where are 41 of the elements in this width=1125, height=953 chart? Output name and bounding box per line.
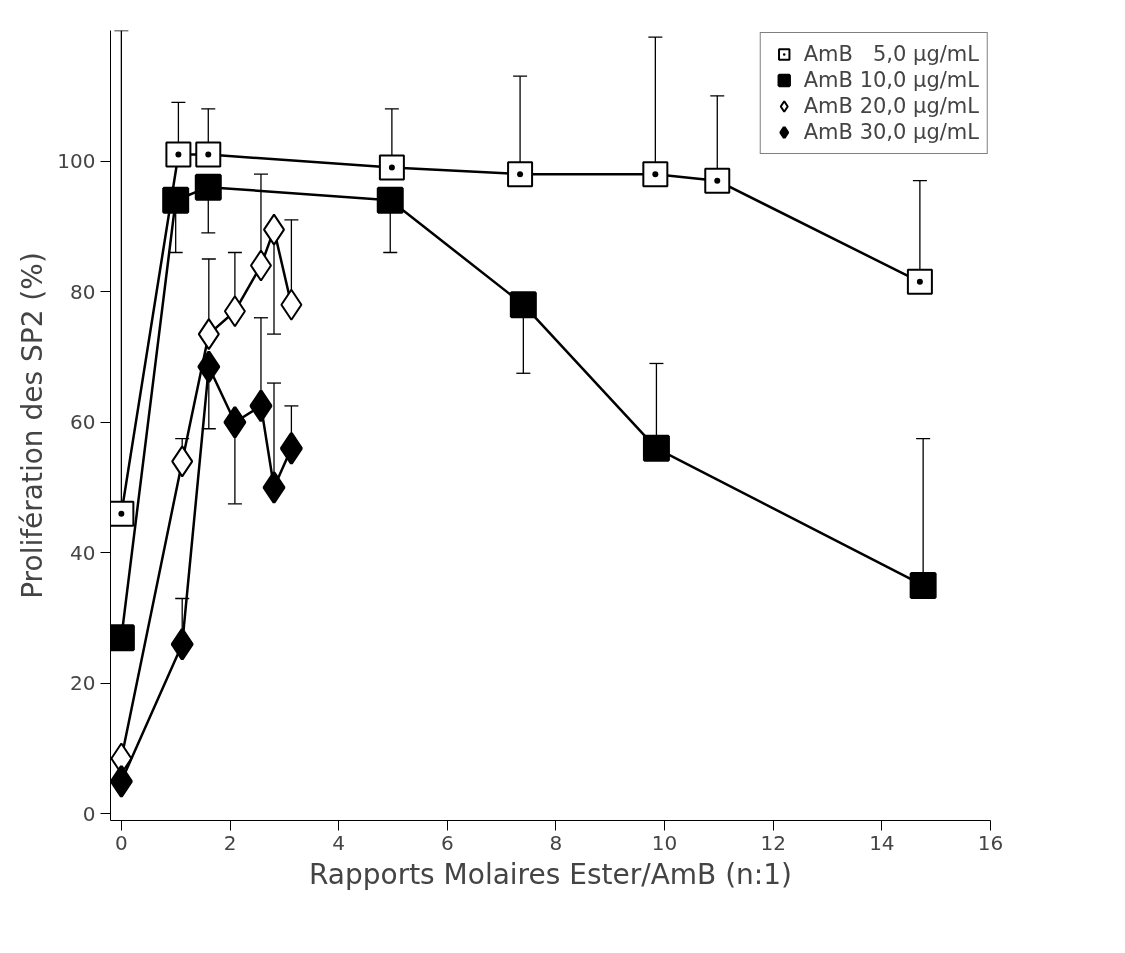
legend-label: AmB 30,0 µg/mL [803, 120, 979, 144]
legend-label: AmB 5,0 µg/mL [803, 42, 979, 66]
point [110, 500, 135, 527]
point [704, 167, 731, 194]
y-tick-label: 0 [82, 801, 96, 826]
point [197, 350, 221, 384]
y-tick-label: 80 [70, 279, 96, 304]
x-tick-label: 8 [549, 830, 563, 855]
x-tick-label: 12 [760, 830, 786, 855]
y-tick-label: 60 [70, 410, 96, 435]
point [279, 431, 303, 465]
x-tick-label: 16 [977, 830, 1004, 855]
y-axis-title: Prolifération des SP2 (%) [16, 252, 50, 599]
point [378, 154, 405, 181]
point [642, 161, 669, 188]
x-tick-label: 4 [332, 830, 346, 855]
point [223, 405, 247, 439]
point [507, 161, 534, 188]
point [909, 571, 937, 599]
y-tick-label: 20 [70, 671, 96, 696]
point [642, 434, 670, 462]
x-tick-label: 10 [651, 830, 678, 855]
point [906, 268, 933, 295]
point [376, 186, 404, 214]
x-tick-label: 6 [440, 830, 454, 855]
point [165, 141, 192, 168]
point [170, 627, 194, 661]
x-tick-label: 2 [223, 830, 237, 855]
y-tick-label: 100 [57, 149, 96, 174]
point [195, 141, 222, 168]
x-axis-title: Rapports Molaires Ester/AmB (n:1) [308, 857, 793, 891]
point [194, 173, 222, 201]
x-tick-label: 14 [869, 830, 895, 855]
y-tick-label: 40 [70, 540, 96, 565]
point [162, 186, 190, 214]
x-tick-label: 0 [115, 830, 128, 855]
legend-label: AmB 10,0 µg/mL [803, 68, 979, 92]
point [262, 471, 286, 505]
point [249, 389, 273, 423]
legend-label: AmB 20,0 µg/mL [803, 94, 979, 118]
point [509, 291, 537, 319]
